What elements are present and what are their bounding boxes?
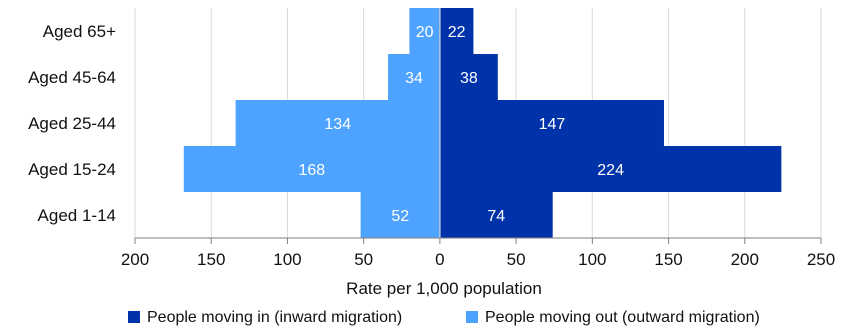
x-tick-label: 50 [507, 250, 526, 269]
category-label: Aged 45-64 [28, 68, 116, 87]
bar-out [235, 100, 440, 146]
legend-label: People moving in (inward migration) [147, 309, 402, 326]
data-label: 168 [298, 162, 325, 179]
data-labels: 22 20 38 34 147 134 224 168 74 52 [298, 24, 624, 225]
legend-swatch [466, 311, 478, 323]
data-label: 147 [539, 116, 566, 133]
x-tick-label: 150 [197, 250, 225, 269]
bars [183, 8, 782, 238]
x-axis: 200 150 100 50 0 50 100 150 200 250 [121, 8, 835, 269]
bar-out [360, 192, 440, 238]
category-labels: Aged 65+ Aged 45-64 Aged 25-44 Aged 15-24 Ag… [28, 22, 116, 225]
data-label: 52 [391, 208, 409, 225]
x-tick-label: 200 [121, 250, 149, 269]
data-label: 74 [487, 208, 505, 225]
x-tick-label: 200 [731, 250, 759, 269]
x-tick-label: 150 [654, 250, 682, 269]
data-label: 134 [324, 116, 351, 133]
legend: People moving in (inward migration) Peopl… [128, 309, 760, 326]
category-label: Aged 25-44 [28, 114, 116, 133]
bar-in [439, 146, 782, 192]
bar-out [409, 8, 440, 54]
category-label: Aged 15-24 [28, 160, 116, 179]
legend-label: People moving out (outward migration) [485, 309, 760, 326]
bar-in [439, 100, 664, 146]
category-label: Aged 65+ [43, 22, 116, 41]
bar-in [439, 54, 498, 100]
data-label: 224 [597, 162, 624, 179]
data-label: 34 [405, 70, 423, 87]
x-axis-title: Rate per 1,000 population [346, 279, 542, 298]
bar-out [388, 54, 440, 100]
x-tick-label: 0 [435, 250, 444, 269]
bar-out [183, 146, 440, 192]
data-label: 22 [448, 24, 466, 41]
bar-in [439, 8, 474, 54]
data-label: 20 [416, 24, 434, 41]
x-tick-label: 100 [273, 250, 301, 269]
bar-in [439, 192, 553, 238]
data-label: 38 [460, 70, 478, 87]
x-tick-label: 250 [807, 250, 835, 269]
category-label: Aged 1-14 [38, 206, 116, 225]
x-tick-label: 100 [578, 250, 606, 269]
legend-swatch [128, 311, 140, 323]
x-tick-label: 50 [354, 250, 373, 269]
